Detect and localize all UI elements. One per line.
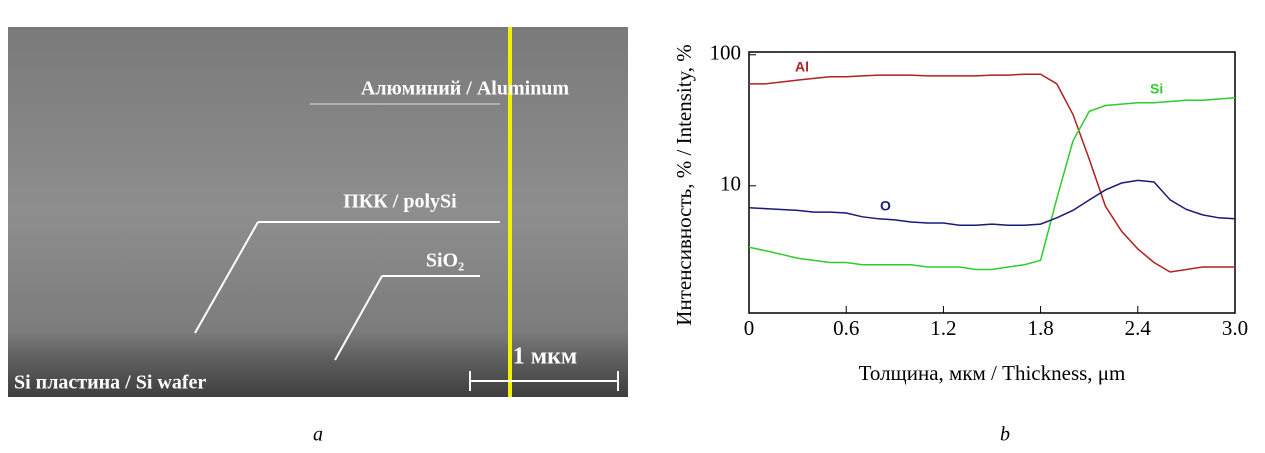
x-tick-label: 2.4 [1125, 316, 1152, 340]
layer-label: ПКК / polySi [343, 191, 457, 213]
series-label: Si [1150, 81, 1163, 97]
x-tick-label: 0.6 [833, 316, 859, 340]
scale-bar-label: 1 мкм [513, 344, 578, 370]
series-label: Al [795, 59, 809, 75]
x-tick-label: 0 [744, 316, 755, 340]
data-line [749, 98, 1235, 270]
x-tick-label: 1.8 [1027, 316, 1053, 340]
x-axis-label: Толщина, мкм / Thickness, μm [859, 361, 1126, 385]
caption: b [1000, 424, 1010, 446]
y-axis-label: Интенсивность, % / Intensity, % [672, 44, 696, 325]
caption: a [313, 424, 323, 446]
data-line [749, 74, 1235, 272]
layer-label: SiO₂ [426, 250, 464, 272]
x-tick-label: 3.0 [1222, 316, 1248, 340]
series-label: O [880, 198, 891, 214]
layer-label: Алюминий / Aluminum [361, 78, 570, 100]
x-tick-label: 1.2 [930, 316, 956, 340]
layer-label: Si пластина / Si wafer [14, 372, 206, 394]
chart: 0 0.6 1.2 1.8 2.4 3.0 10 100 Толщина, мкм / Thic… [672, 41, 1248, 385]
y-tick-label: 10 [720, 172, 741, 196]
figure: Алюминий / Aluminum ПКК / polySi SiO₂ Si… [0, 0, 1265, 448]
data-line [749, 180, 1235, 225]
sem-image: Алюминий / Aluminum ПКК / polySi SiO₂ Si… [8, 27, 628, 397]
y-tick-label: 100 [710, 41, 742, 65]
